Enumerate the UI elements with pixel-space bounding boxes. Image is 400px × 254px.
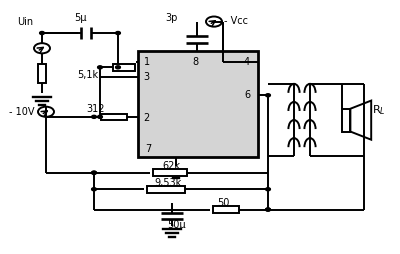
Text: 6: 6 (244, 90, 250, 100)
Circle shape (116, 66, 120, 69)
Text: - 10V: - 10V (9, 107, 34, 117)
Text: 1: 1 (144, 57, 150, 67)
Circle shape (92, 115, 96, 118)
Text: 62k: 62k (162, 161, 180, 171)
Bar (101, 114, 127, 120)
Text: 312: 312 (86, 104, 104, 114)
Circle shape (266, 208, 270, 211)
Bar (38, 64, 46, 83)
Circle shape (92, 171, 96, 174)
Text: 50: 50 (218, 198, 230, 208)
Bar (153, 169, 187, 176)
Text: - Vcc: - Vcc (224, 16, 248, 26)
Text: 5,1k: 5,1k (77, 70, 98, 80)
Circle shape (98, 115, 102, 118)
Circle shape (92, 188, 96, 191)
Circle shape (266, 94, 270, 97)
Text: 2: 2 (144, 113, 150, 123)
Circle shape (266, 208, 270, 211)
Circle shape (266, 188, 270, 191)
Circle shape (40, 31, 44, 35)
Text: 9,53k: 9,53k (154, 178, 181, 188)
Text: 7: 7 (145, 144, 152, 154)
Text: 3p: 3p (165, 13, 178, 23)
Circle shape (98, 66, 102, 69)
Text: Uin: Uin (17, 17, 33, 27)
Text: 4: 4 (244, 57, 250, 67)
Circle shape (116, 31, 120, 35)
Bar (213, 206, 239, 213)
Bar (113, 64, 135, 71)
Text: 8: 8 (192, 57, 198, 67)
Bar (138, 51, 258, 157)
Text: 5μ: 5μ (74, 13, 86, 23)
Bar (147, 186, 185, 193)
Text: R$_L$: R$_L$ (372, 104, 386, 117)
Circle shape (92, 171, 96, 174)
Text: 3: 3 (144, 72, 150, 83)
Bar (342, 109, 350, 132)
Text: 50μ: 50μ (167, 220, 186, 230)
